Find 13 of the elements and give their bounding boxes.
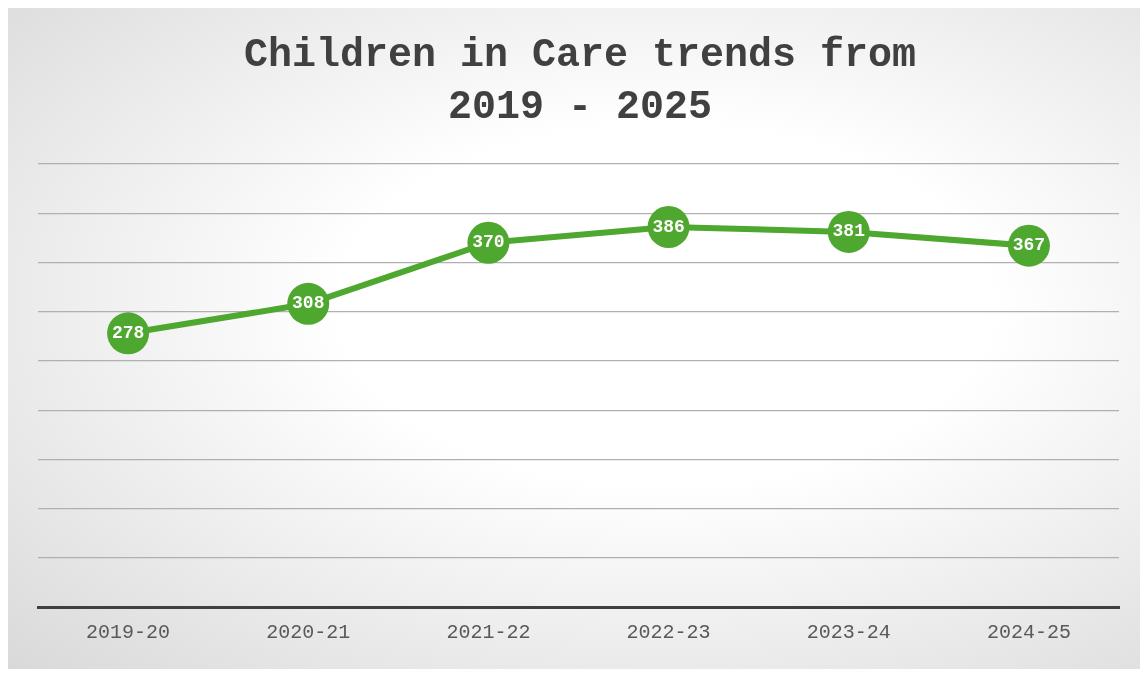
data-label: 370: [472, 232, 505, 253]
x-tick-label: 2023-24: [806, 621, 891, 645]
x-tick-label: 2022-23: [626, 621, 711, 645]
x-tick-label: 2019-20: [86, 621, 171, 645]
x-tick-label: 2024-25: [986, 621, 1071, 645]
x-tick-label: 2021-22: [446, 621, 531, 645]
x-tick-label: 2020-21: [266, 621, 351, 645]
chart-title: Children in Care trends from 2019 - 2025: [243, 33, 917, 131]
data-label: 381: [832, 221, 866, 242]
data-label: 367: [1012, 235, 1046, 256]
data-label: 278: [111, 322, 145, 343]
data-label: 386: [652, 216, 685, 237]
data-label: 308: [292, 293, 325, 314]
